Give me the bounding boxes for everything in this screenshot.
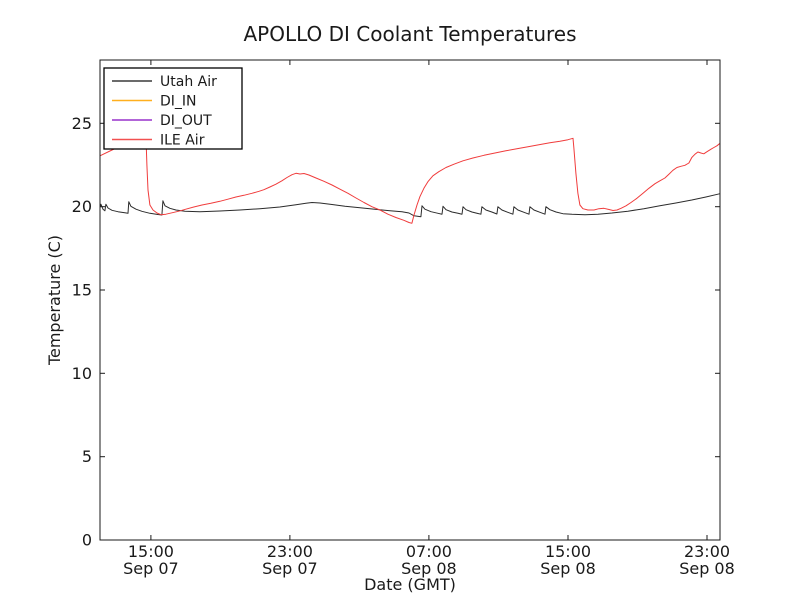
y-tick-labels-group: 0 5 10 15 20 25 (72, 114, 92, 550)
y-tick-label: 25 (72, 114, 92, 133)
legend-label-di-out: DI_OUT (160, 113, 212, 129)
series-line-ile-air (99, 134, 721, 224)
x-tick-label-date: Sep 08 (401, 559, 457, 578)
x-tick-label-time: 23:00 (267, 542, 313, 561)
series-line-utah-air (99, 193, 721, 218)
y-tick-label: 20 (72, 197, 92, 216)
y-tick-label: 5 (82, 447, 92, 466)
legend-label-di-in: DI_IN (160, 94, 197, 110)
y-tick-label: 10 (72, 364, 92, 383)
x-tick-label-date: Sep 07 (123, 559, 179, 578)
legend-label-ile-air: ILE Air (160, 133, 205, 149)
legend-label-utah-air: Utah Air (160, 74, 217, 90)
y-tick-label: 0 (82, 531, 92, 550)
x-tick-label-date: Sep 08 (679, 559, 735, 578)
x-tick-label-time: 15:00 (128, 542, 174, 561)
legend: Utah Air DI_IN DI_OUT ILE Air (103, 67, 243, 150)
x-tick-label-time: 15:00 (545, 542, 591, 561)
chart-title: APOLLO DI Coolant Temperatures (243, 22, 576, 46)
y-tick-label: 15 (72, 281, 92, 300)
y-axis-label: Temperature (C) (45, 235, 64, 366)
axis-ticks-group (100, 60, 720, 541)
data-series-group (99, 134, 721, 541)
x-tick-label-time: 07:00 (406, 542, 452, 561)
x-tick-label-date: Sep 08 (540, 559, 596, 578)
x-tick-label-time: 23:00 (684, 542, 730, 561)
x-axis-label: Date (GMT) (364, 575, 456, 594)
x-tick-label-date: Sep 07 (262, 559, 318, 578)
plot-frame (99, 59, 721, 541)
